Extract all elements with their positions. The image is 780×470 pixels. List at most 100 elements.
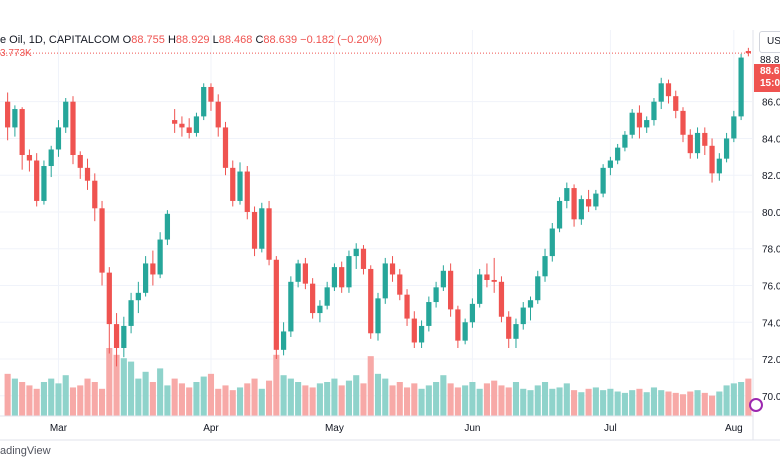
volume-bar xyxy=(476,388,483,416)
candle-body xyxy=(404,294,410,319)
candle-body xyxy=(622,134,628,148)
candle-body xyxy=(484,274,490,280)
candle-body xyxy=(55,127,62,150)
volume-bar xyxy=(418,388,425,416)
volume-bar xyxy=(142,371,149,416)
last-price-value: 88.6 xyxy=(760,66,780,77)
volume-bar xyxy=(679,394,687,416)
candle-body xyxy=(19,109,25,155)
volume-bar xyxy=(411,383,418,416)
candle-body xyxy=(273,259,279,350)
candle-body xyxy=(353,248,359,257)
candle-body xyxy=(164,213,171,240)
candle-body xyxy=(448,270,454,310)
volume-bar xyxy=(207,373,215,416)
time-axis: MarAprMayJunJulAugSep xyxy=(50,423,743,434)
candle-body xyxy=(738,57,744,117)
auto-scale-icon[interactable] xyxy=(749,398,763,412)
volume-bar xyxy=(345,380,353,416)
candle-body xyxy=(382,263,388,299)
currency-button[interactable]: USI xyxy=(759,31,780,53)
candle-body xyxy=(549,228,555,257)
volume-bar xyxy=(324,382,331,416)
volume-bar xyxy=(687,391,694,416)
volume-bar xyxy=(178,383,185,416)
candle-body xyxy=(157,239,163,275)
candle-body xyxy=(5,101,11,128)
candle-body xyxy=(520,307,526,325)
tradingview-watermark: adingView xyxy=(0,445,51,457)
volume-bar xyxy=(309,387,316,416)
volume-bar xyxy=(26,385,33,416)
volume-bar xyxy=(665,391,672,416)
candle-body xyxy=(244,171,250,212)
last-price-tag: 88.6 15:0 xyxy=(754,64,780,92)
candle-body xyxy=(172,120,178,124)
candle-body xyxy=(491,279,497,282)
volume-bar xyxy=(701,392,708,416)
candle-body xyxy=(455,309,461,341)
candle-body xyxy=(259,208,265,249)
volume-bar xyxy=(11,378,18,416)
candle-body xyxy=(77,154,83,168)
volume-bar xyxy=(643,392,650,416)
volume-bar xyxy=(403,387,411,416)
candle-body xyxy=(331,267,338,288)
volume-bar xyxy=(113,354,120,416)
volume-bar xyxy=(425,385,432,416)
change-value: −0.182 (−0.20%) xyxy=(300,34,383,46)
volume-bar xyxy=(266,380,273,416)
volume-bar xyxy=(730,383,737,416)
ohlc-legend: e Oil, 1D, CAPITALCOM O88.755 H88.929 L8… xyxy=(0,34,382,46)
candle-body xyxy=(266,208,272,260)
open-value: 88.755 xyxy=(131,34,165,46)
volume-bar xyxy=(433,382,440,416)
candle-body xyxy=(193,116,200,133)
candle-body xyxy=(687,134,693,154)
volume-bar xyxy=(636,388,643,416)
volume-bar xyxy=(287,378,294,416)
volume-bar xyxy=(629,390,636,416)
candle-body xyxy=(324,287,330,306)
candle-body xyxy=(723,138,730,159)
candle-body xyxy=(564,188,570,201)
volume-bar xyxy=(491,380,498,416)
volume-bar xyxy=(462,385,469,416)
volume-bar xyxy=(658,390,665,416)
volume-bar xyxy=(236,387,244,416)
candle-body xyxy=(128,300,134,326)
candle-body xyxy=(658,83,664,102)
volume-bar xyxy=(578,392,585,416)
candle-body xyxy=(397,274,403,295)
candle-body xyxy=(186,127,192,133)
volume-bar xyxy=(84,378,91,416)
volume-bar xyxy=(19,382,26,416)
volume-bar xyxy=(353,375,360,416)
volume-bar xyxy=(91,382,98,416)
volume-bar xyxy=(694,390,701,416)
volume-bar xyxy=(738,382,745,416)
volume-bar xyxy=(229,390,236,416)
candle-body xyxy=(527,300,534,308)
volume-bar xyxy=(396,382,403,416)
candle-body xyxy=(578,199,584,220)
volume-bar xyxy=(69,387,77,416)
candle-body xyxy=(644,120,650,128)
volume-bar xyxy=(549,388,556,416)
volume-bar xyxy=(244,383,251,416)
volume-bar xyxy=(48,378,55,416)
low-label: L xyxy=(212,34,219,46)
candle-body xyxy=(513,324,519,339)
price-axis: 70.0 72.0 74.0 76.0 78.0 80.0 82.0 84.0 86.0 xyxy=(762,98,780,403)
volume-bar xyxy=(505,387,512,416)
bar-countdown: 15:0 xyxy=(760,78,780,89)
time-tick-label: Jul xyxy=(604,423,617,434)
candle-body xyxy=(440,270,446,288)
volume-bar xyxy=(55,383,62,416)
volume-bar xyxy=(469,382,476,416)
volume-bar xyxy=(541,382,549,416)
volume-bar xyxy=(745,378,752,416)
candle-body xyxy=(360,248,367,269)
volume-bar xyxy=(164,385,171,416)
